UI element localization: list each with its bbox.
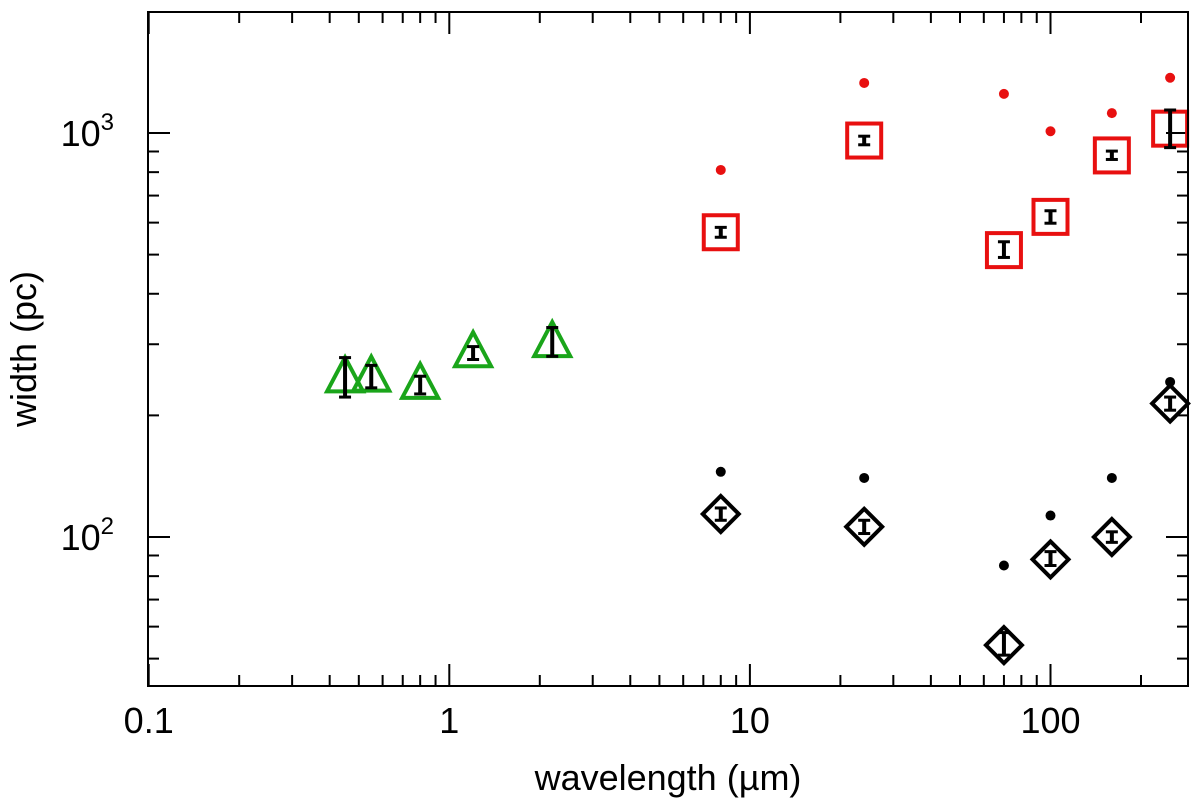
- diamond-marker: [843, 505, 886, 548]
- x-tick-label: 1: [439, 700, 459, 741]
- x-tick-label: 10: [730, 700, 770, 741]
- dot-marker: [1165, 376, 1176, 387]
- dot-marker: [998, 560, 1009, 571]
- dot-marker: [859, 77, 870, 88]
- triangle-marker: [451, 327, 495, 369]
- x-tick-label: 0.1: [124, 700, 174, 741]
- dot-marker: [1045, 126, 1056, 137]
- dot-marker: [859, 472, 870, 483]
- triangle-marker: [349, 352, 393, 393]
- square-marker: [1092, 136, 1131, 175]
- diamond-marker: [983, 624, 1025, 666]
- y-tick-label: 102: [61, 513, 114, 558]
- x-tick-label: 100: [1020, 700, 1080, 741]
- diamond-marker: [699, 493, 742, 535]
- square-marker: [845, 121, 884, 160]
- dot-marker: [1106, 472, 1117, 483]
- dot-marker: [715, 164, 726, 175]
- plot-frame: [147, 11, 1189, 687]
- dot-marker: [1106, 108, 1117, 119]
- diamond-marker: [1091, 516, 1133, 558]
- square-marker: [1031, 197, 1070, 236]
- x-axis-label: wavelength (µm): [534, 757, 802, 798]
- y-tick-label: 103: [61, 109, 114, 154]
- triangle-marker: [398, 359, 442, 400]
- diamond-marker: [1029, 538, 1072, 581]
- y-axis-label: width (pc): [3, 271, 44, 428]
- dot-marker: [715, 466, 726, 477]
- dot-marker: [998, 88, 1009, 99]
- dot-marker: [1165, 72, 1176, 83]
- dot-marker: [1045, 510, 1056, 521]
- square-marker: [701, 213, 740, 252]
- square-marker: [984, 231, 1023, 270]
- diamond-marker: [1149, 382, 1191, 425]
